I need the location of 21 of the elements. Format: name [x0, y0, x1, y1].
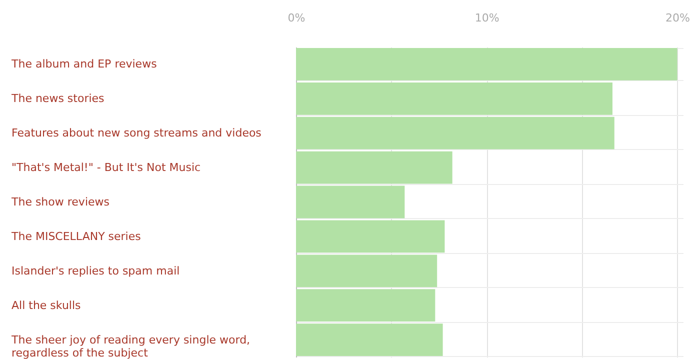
bar — [296, 82, 612, 115]
y-tick-label: All the skulls — [12, 298, 82, 312]
y-tick-label: "That's Metal!" - But It's Not Music — [12, 161, 201, 174]
bar — [296, 220, 445, 253]
bar — [296, 116, 614, 150]
bar — [296, 254, 438, 288]
y-tick-label: Islander's replies to spam mail — [12, 264, 180, 278]
bar — [296, 186, 405, 218]
bar — [296, 48, 678, 80]
y-tick-label: The sheer joy of reading every single word, regardless of the subject — [10, 333, 250, 359]
y-tick-label: Features about new song streams and videos — [12, 126, 262, 140]
x-tick-label: 0% — [288, 12, 306, 24]
y-tick-label: The show reviews — [10, 196, 110, 208]
x-tick-label: 10% — [474, 12, 500, 24]
y-tick-label: The MISCELLANY series — [10, 230, 142, 243]
bar — [296, 151, 452, 184]
y-tick-label: The news stories — [10, 92, 105, 106]
bar — [296, 324, 443, 356]
bar — [296, 289, 436, 322]
y-tick-label: The album and EP reviews — [10, 58, 158, 71]
x-tick-label: 20% — [666, 12, 690, 24]
